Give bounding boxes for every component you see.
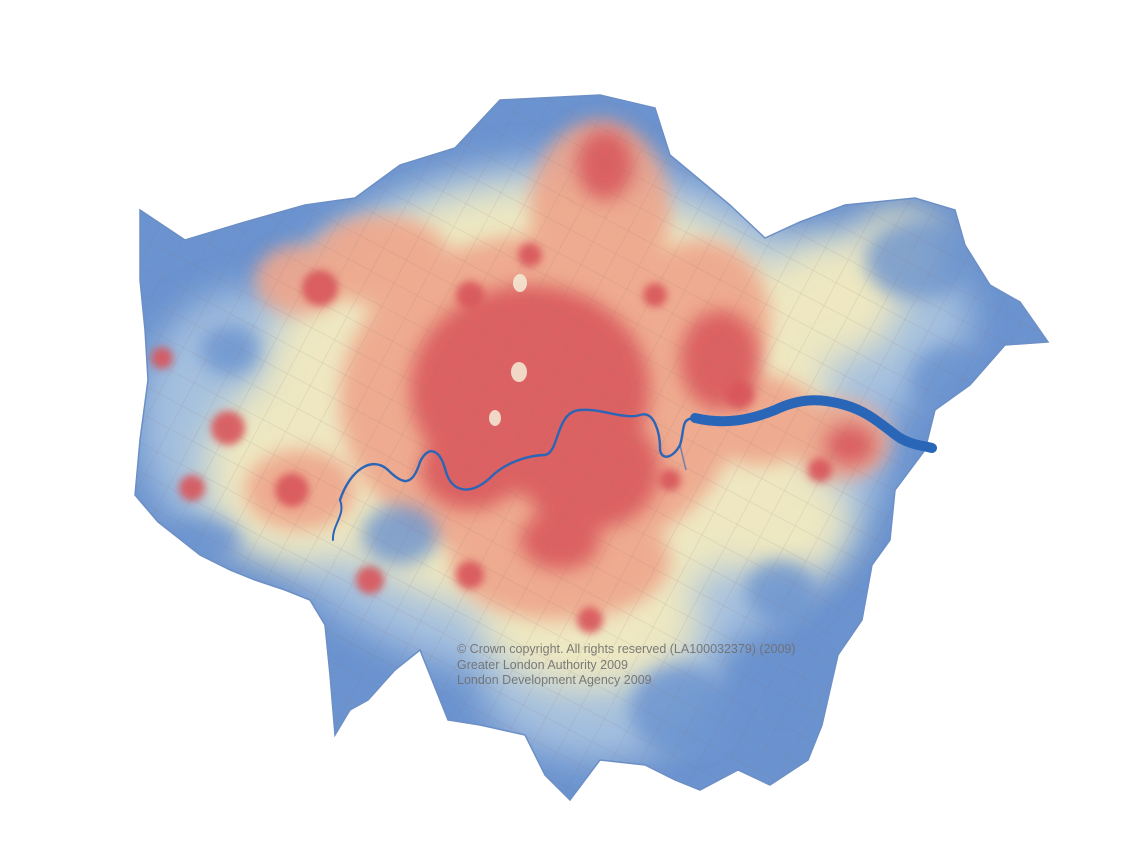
- river-creek: [679, 444, 687, 471]
- copyright-line-gla: Greater London Authority 2009: [457, 657, 628, 672]
- river-thames-east: [690, 395, 937, 453]
- copyright-notice: © Crown copyright. All rights reserved (…: [457, 642, 796, 689]
- copyright-line-crown: © Crown copyright. All rights reserved (…: [457, 642, 796, 656]
- river-thames-tail: [331, 499, 343, 541]
- copyright-line-lda: London Development Agency 2009: [457, 673, 652, 687]
- core-light-spots: [489, 274, 527, 426]
- river-thames-west: [338, 408, 697, 502]
